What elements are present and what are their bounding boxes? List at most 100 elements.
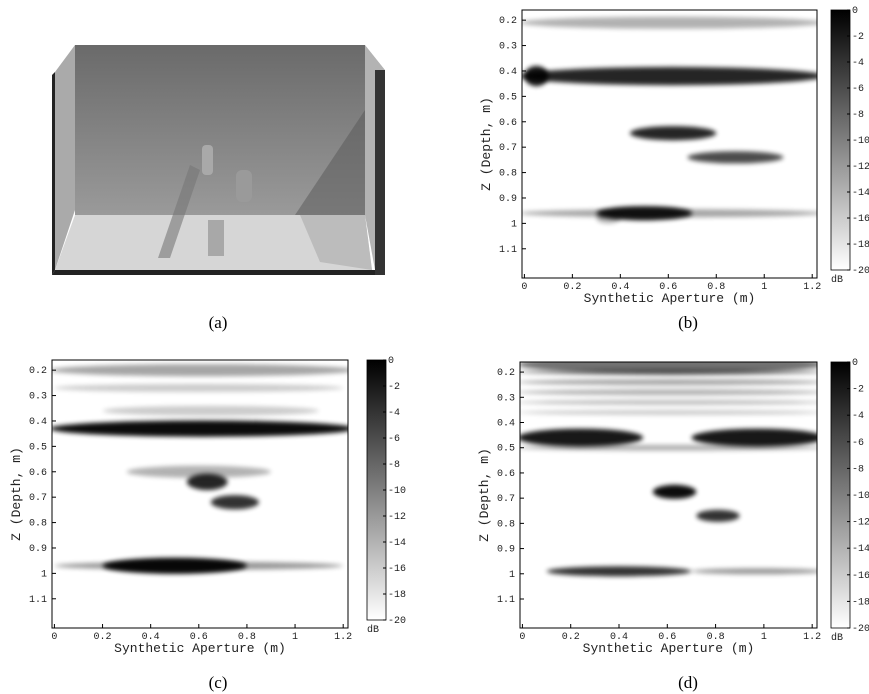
reflection	[54, 561, 344, 570]
reflection	[652, 484, 697, 499]
y-tick-label: 0.7	[29, 493, 47, 504]
x-tick-label: 0.8	[707, 632, 725, 643]
reflection	[520, 428, 644, 447]
reflection	[691, 568, 817, 575]
y-tick-label: 0.9	[29, 544, 47, 555]
plot-frame	[521, 9, 818, 279]
x-tick-label: 1.2	[803, 282, 821, 293]
reflection	[52, 364, 348, 377]
colorbar-tick-label: -14	[388, 538, 406, 549]
radar-image	[520, 362, 817, 577]
plot-frame	[519, 361, 818, 629]
x-tick-label: 0	[51, 632, 57, 643]
caption: (a)	[209, 313, 228, 332]
y-tick-label: 0.2	[499, 16, 517, 27]
x-tick-label: 0.8	[238, 632, 256, 643]
y-tick-label: 0.3	[499, 42, 517, 53]
reflection	[687, 151, 784, 164]
colorbar-tick-label: -2	[852, 32, 864, 43]
colorbar-tick-label: -8	[852, 464, 864, 475]
colorbar-tick-label: -10	[852, 491, 869, 502]
y-tick-label: 0.3	[29, 392, 47, 403]
caption: (d)	[678, 673, 698, 692]
y-tick-label: 0.4	[499, 67, 517, 78]
colorbar-tick-label: -16	[852, 214, 869, 225]
y-tick-label: 0.7	[497, 494, 515, 505]
y-tick-label: 0.7	[499, 143, 517, 154]
y-axis-label: Z (Depth, m)	[477, 448, 492, 542]
colorbar-tick-label: -20	[852, 266, 869, 277]
reflection	[520, 389, 817, 396]
colorbar-tick-label: -20	[388, 616, 406, 627]
colorbar-tick-label: -6	[388, 434, 400, 445]
y-tick-label: 0.8	[497, 519, 515, 530]
plot-panel: 0 0.2 0.4 0.6 0.8 1 1.2 0.2 0.3 0.4 0.5 0.6 0.7 0.8 0.…	[9, 356, 406, 692]
x-tick-label: 1	[761, 632, 767, 643]
left-edge	[52, 72, 55, 275]
reflection	[522, 66, 817, 86]
cylinder	[202, 145, 213, 175]
x-tick-label: 1.2	[803, 632, 821, 643]
tank-render	[52, 45, 385, 275]
colorbar-tick-label: 0	[388, 356, 394, 367]
colorbar-tick-label: -16	[388, 564, 406, 575]
reflection	[102, 405, 320, 416]
x-tick-label: 1.2	[334, 632, 352, 643]
y-tick-label: 0.5	[497, 444, 515, 455]
colorbar-tick-label: -4	[852, 58, 864, 69]
x-tick-label: 0.4	[611, 282, 629, 293]
colorbar-tick-label: -10	[388, 486, 406, 497]
colorbar-tick-label: -6	[852, 84, 864, 95]
x-tick-label: 0.6	[659, 282, 677, 293]
colorbar-tick-label: 0	[852, 6, 858, 17]
colorbar-tick-label: -6	[852, 438, 864, 449]
colorbar-tick-label: -10	[852, 136, 869, 147]
y-tick-label: 0.8	[29, 519, 47, 530]
cylinder	[236, 170, 252, 202]
y-tick-label: 0.6	[497, 469, 515, 480]
y-tick-label: 0.8	[499, 169, 517, 180]
reflection	[520, 409, 817, 415]
reflection	[520, 444, 817, 451]
y-tick-label: 0.2	[497, 368, 515, 379]
colorbar-tick-label: -4	[388, 408, 400, 419]
colorbar-tick-label: -2	[388, 382, 400, 393]
right-edge	[375, 70, 385, 275]
x-tick-label: 0.6	[190, 632, 208, 643]
colorbar-tick-label: -8	[388, 460, 400, 471]
y-tick-label: 1	[509, 570, 515, 581]
y-axis-label: Z (Depth, m)	[479, 97, 494, 191]
reflection	[524, 65, 549, 87]
y-tick-label: 0.9	[497, 545, 515, 556]
reflection	[520, 399, 817, 405]
colorbar-tick-label: -12	[388, 512, 406, 523]
y-tick-label: 0.3	[497, 393, 515, 404]
x-tick-label: 1	[292, 632, 298, 643]
tank-base	[52, 270, 375, 275]
caption: (c)	[209, 673, 228, 692]
x-tick-label: 0.2	[563, 282, 581, 293]
y-tick-label: 0.4	[29, 417, 47, 428]
x-tick-label: 0.8	[707, 282, 725, 293]
colorbar-unit: dB	[831, 274, 843, 286]
cylinder-shadow	[208, 220, 224, 256]
plot-panel: 0 0.2 0.4 0.6 0.8 1 1.2 0.2 0.3 0.4 0.5 0.6 0.7 0.8 0.…	[479, 6, 869, 332]
colorbar-tick-label: -16	[852, 571, 869, 582]
x-tick-label: 1	[761, 282, 767, 293]
plot-area	[52, 360, 348, 628]
y-tick-label: 1.1	[499, 245, 517, 256]
reflection	[696, 509, 740, 522]
caption: (b)	[678, 313, 698, 332]
floor-shadow	[300, 215, 372, 270]
y-tick-label: 0.2	[29, 366, 47, 377]
colorbar-unit: dB	[367, 624, 379, 636]
y-tick-label: 0.6	[499, 118, 517, 129]
reflection	[210, 495, 259, 510]
reflection	[520, 369, 817, 376]
x-tick-label: 0.2	[94, 632, 112, 643]
plot-panel: 0 0.2 0.4 0.6 0.8 1 1.2 0.2 0.3 0.4 0.5 0.6 0.7 0.8 0.…	[477, 358, 869, 692]
x-axis-label: Synthetic Aperture (m)	[583, 641, 755, 656]
reflection	[546, 566, 692, 577]
colorbar-tick-label: 0	[852, 358, 858, 369]
